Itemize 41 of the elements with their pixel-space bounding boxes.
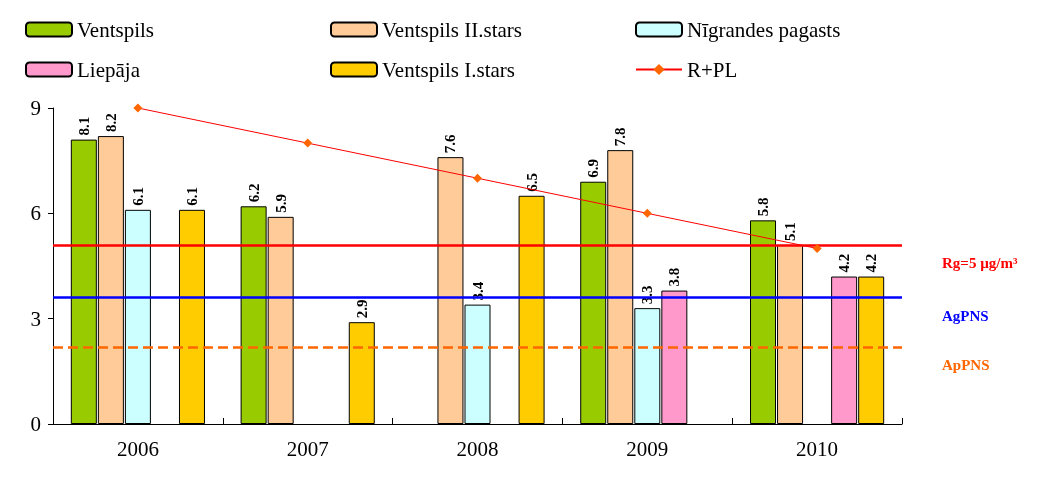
ref-line-label: ApPNS <box>942 356 990 373</box>
data-label: 4.2 <box>863 253 880 273</box>
data-label: 8.2 <box>102 113 119 133</box>
ref-line-label: AgPNS <box>942 307 989 324</box>
data-label: 5.1 <box>782 222 799 241</box>
data-label: 2.9 <box>353 299 370 319</box>
data-label: 6.1 <box>129 187 146 206</box>
point <box>642 208 652 218</box>
data-label: 5.9 <box>272 194 289 213</box>
data-label: 3.4 <box>469 281 486 301</box>
legend-label: Ventspils <box>77 17 155 42</box>
legend-label: Liepāja <box>77 57 141 82</box>
x-tick-label: 2006 <box>116 436 159 461</box>
data-label: 7.8 <box>612 127 629 147</box>
point <box>473 173 482 183</box>
legend-label: Ventspils II.stars <box>382 17 522 42</box>
data-label: 6.2 <box>245 183 262 203</box>
x-tick-label: 2009 <box>626 436 669 461</box>
ref-line-label: Rg=5 µg/m³ <box>942 254 1018 271</box>
point <box>133 103 143 113</box>
x-tick-label: 2008 <box>456 436 499 461</box>
legend-label: Ventspils I.stars <box>382 57 515 82</box>
x-tick-label: 2007 <box>286 436 329 461</box>
y-tick-label: 6 <box>30 201 41 226</box>
data-label: 3.3 <box>639 285 656 305</box>
x-tick-label: 2010 <box>796 436 839 461</box>
legend-label: Nīgrandes pagasts <box>687 17 841 42</box>
legend-label: R+PL <box>687 57 738 82</box>
data-label: 6.9 <box>585 158 602 178</box>
data-label: 7.6 <box>442 133 459 154</box>
y-tick-label: 0 <box>30 412 41 436</box>
data-label: 6.1 <box>183 187 200 206</box>
data-label: 5.8 <box>755 197 772 217</box>
data-label: 6.5 <box>523 173 540 192</box>
data-label: 3.8 <box>666 267 683 287</box>
point <box>812 243 822 253</box>
point <box>303 138 313 148</box>
data-label: 4.2 <box>836 253 853 273</box>
y-tick-label: 3 <box>30 306 41 331</box>
y-tick-label: 9 <box>30 96 41 120</box>
data-label: 8.1 <box>75 116 92 136</box>
